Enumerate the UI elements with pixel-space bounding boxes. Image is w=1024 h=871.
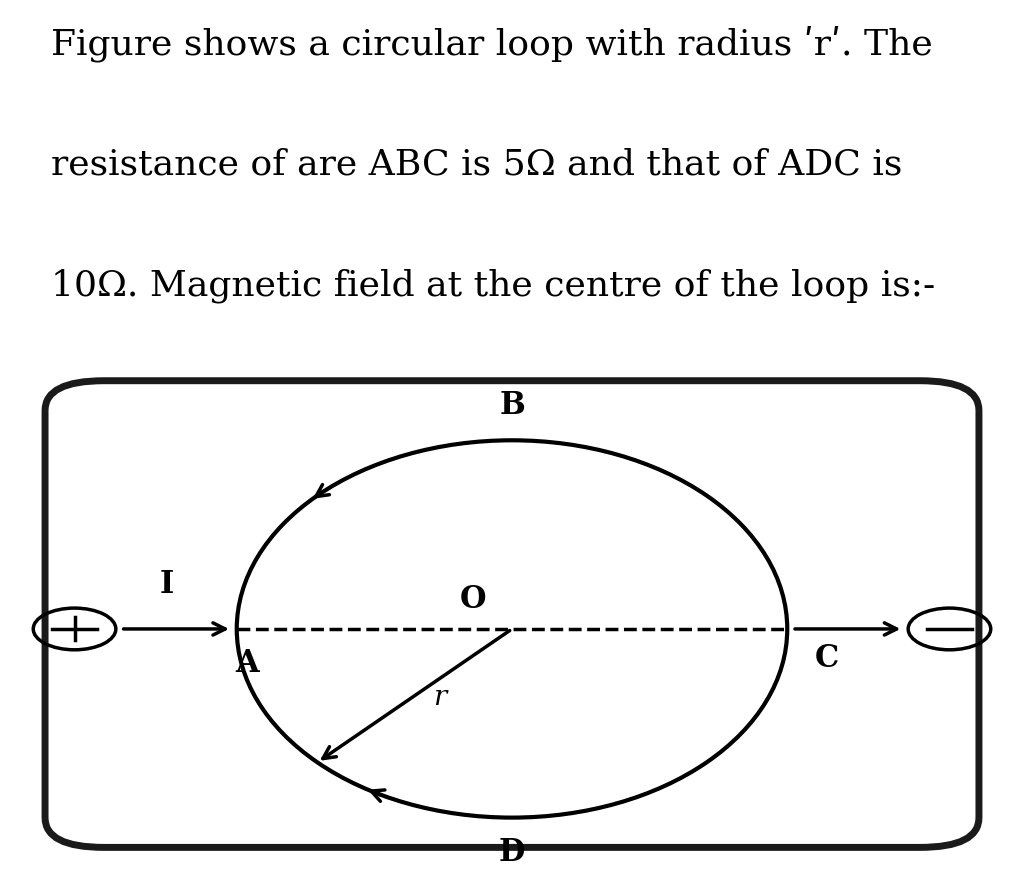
- FancyBboxPatch shape: [45, 381, 979, 847]
- Text: r: r: [433, 684, 446, 711]
- Text: O: O: [460, 584, 486, 615]
- Text: D: D: [499, 837, 525, 868]
- Text: I: I: [160, 569, 174, 600]
- Text: Figure shows a circular loop with radius ʹrʹ. The: Figure shows a circular loop with radius…: [51, 25, 933, 62]
- Text: resistance of are ABC is 5Ω and that of ADC is: resistance of are ABC is 5Ω and that of …: [51, 147, 902, 182]
- Text: C: C: [814, 644, 839, 674]
- Text: 10Ω. Magnetic field at the centre of the loop is:-: 10Ω. Magnetic field at the centre of the…: [51, 268, 936, 302]
- Text: B: B: [499, 390, 525, 421]
- Text: A: A: [234, 648, 258, 679]
